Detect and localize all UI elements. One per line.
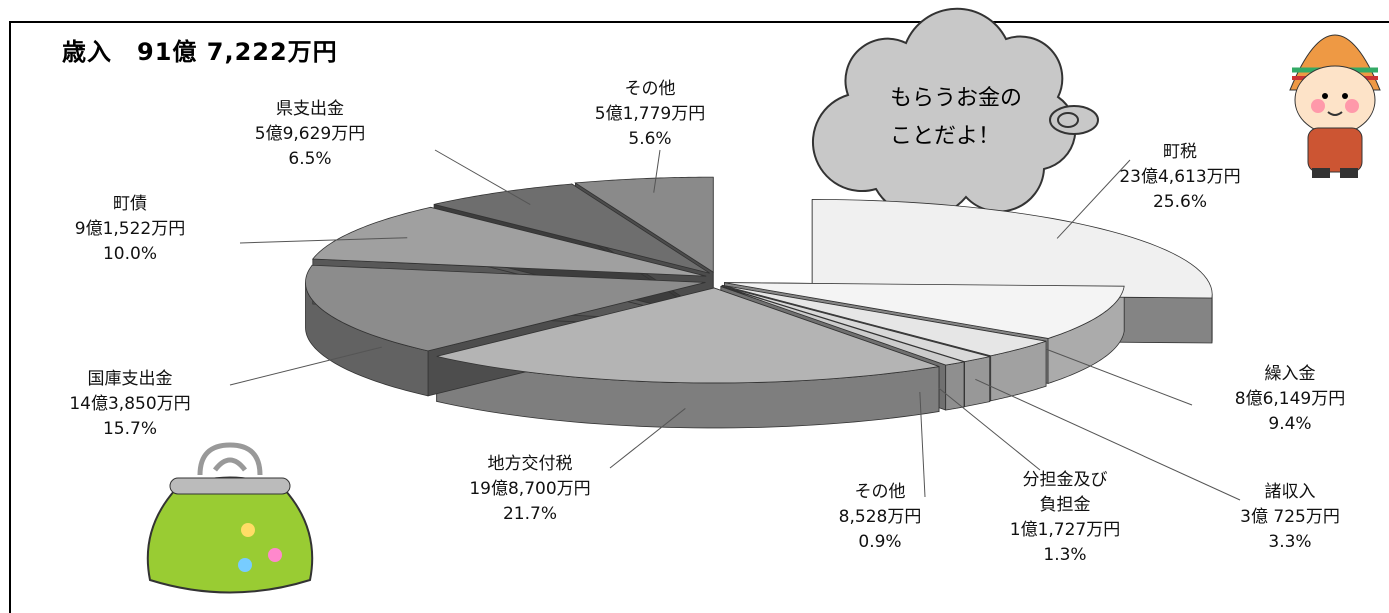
speech-bubble [811, 7, 1099, 218]
slice-label: その他 5億1,779万円 5.6% [575, 77, 725, 152]
slice [436, 287, 940, 384]
slice [724, 282, 1125, 339]
category-label: 地方交付税 [487, 454, 573, 474]
value-label: 1.3% [1043, 545, 1087, 565]
purse [146, 442, 314, 594]
bubble-text: ことだよ！ [890, 124, 1001, 149]
amount-label: 23億4,613万円 [1119, 167, 1241, 187]
slice [722, 284, 1047, 357]
category-label: 県支出金 [276, 99, 344, 119]
value-label: 15.7% [102, 419, 157, 439]
slice-label: 町債 9億1,522万円 10.0% [55, 192, 205, 267]
pie-tops [305, 176, 1213, 384]
value-label: 21.7% [502, 504, 557, 524]
category-label: その他 [624, 79, 676, 99]
slice-label: その他 8,528万円 0.9% [805, 480, 955, 555]
value-label: 10.0% [102, 244, 157, 264]
amount-label: 3億 725万円 [1240, 507, 1340, 527]
bubble-text: もらうお金の [890, 86, 1023, 111]
leader-line [938, 387, 1041, 471]
slice [312, 206, 707, 277]
amount-label: 1億1,727万円 [1009, 520, 1121, 540]
value-label: 6.5% [288, 149, 332, 169]
leader-line [434, 149, 531, 206]
leader-line [1056, 159, 1131, 239]
value-label: 0.9% [858, 532, 902, 552]
leader-line [653, 149, 661, 193]
amount-label: 8,528万円 [838, 507, 922, 527]
amount-label: 19億8,700万円 [469, 479, 591, 499]
slice-label: 繰入金 8億6,149万円 9.4% [1215, 362, 1365, 437]
chart-title: 歳入 91億 7,222万円 [62, 38, 338, 66]
category-label: 分担金及び負担金 [1022, 470, 1108, 515]
category-label: 町債 [113, 194, 147, 214]
amount-label: 5億9,629万円 [254, 124, 366, 144]
slice [811, 199, 1213, 299]
slice-label: 分担金及び負担金 1億1,727万円 1.3% [990, 468, 1140, 568]
amount-label: 8億6,149万円 [1234, 389, 1346, 409]
amount-label: 5億1,779万円 [594, 104, 706, 124]
amount-label: 14億3,850万円 [69, 394, 191, 414]
value-label: 9.4% [1268, 414, 1312, 434]
category-label: 町税 [1163, 142, 1197, 162]
slice-label: 諸収入 3億 725万円 3.3% [1215, 480, 1365, 555]
slice [433, 183, 710, 274]
value-label: 5.6% [628, 129, 672, 149]
mascot [1289, 34, 1381, 178]
category-label: 繰入金 [1264, 364, 1316, 384]
leader-line [975, 378, 1241, 501]
slice-label: 国庫支出金 14億3,850万円 15.7% [55, 367, 205, 442]
value-label: 25.6% [1152, 192, 1207, 212]
leader-line [229, 346, 382, 386]
slice-label: 県支出金 5億9,629万円 6.5% [235, 97, 385, 172]
slice-label: 町税 23億4,613万円 25.6% [1105, 140, 1255, 215]
frame [9, 21, 1389, 613]
slice [721, 285, 990, 362]
category-label: その他 [854, 482, 906, 502]
slice [574, 176, 714, 273]
amount-label: 9億1,522万円 [74, 219, 186, 239]
leader-line [1045, 348, 1193, 406]
category-label: 諸収入 [1264, 482, 1316, 502]
leader-line [609, 408, 686, 469]
slice-label: 地方交付税 19億8,700万円 21.7% [455, 452, 605, 527]
slice [305, 264, 706, 352]
slice [720, 286, 965, 366]
leader-line [919, 391, 926, 498]
category-label: 国庫支出金 [87, 369, 173, 389]
slice-wall [945, 361, 965, 411]
value-label: 3.3% [1268, 532, 1312, 552]
leader-line [239, 237, 408, 244]
slice-wall [964, 356, 991, 408]
